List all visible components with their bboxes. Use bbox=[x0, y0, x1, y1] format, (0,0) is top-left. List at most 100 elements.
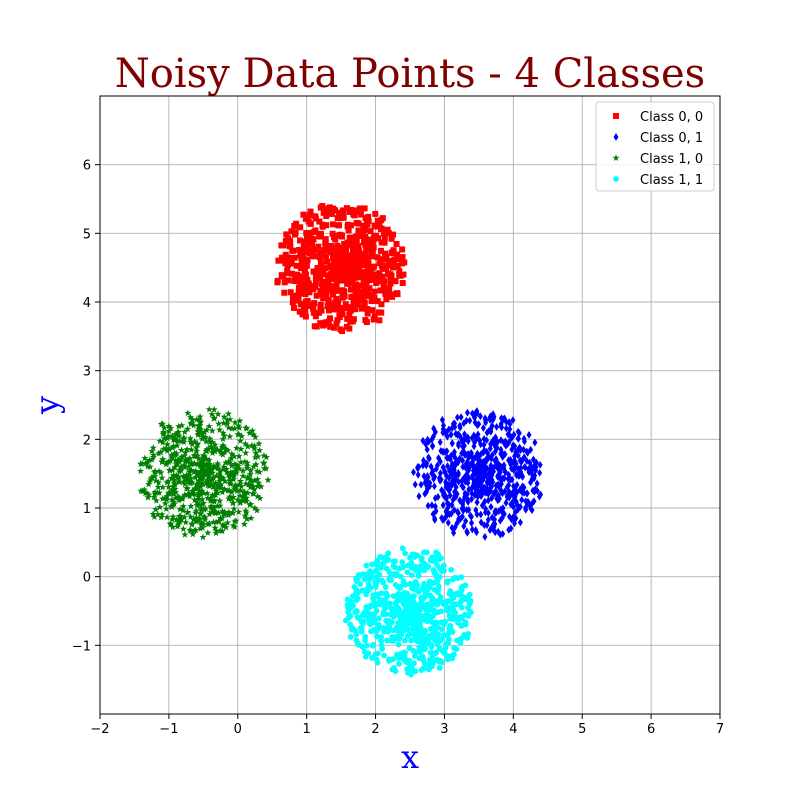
data-point bbox=[365, 292, 372, 299]
data-point bbox=[160, 445, 168, 452]
data-point bbox=[323, 213, 330, 220]
data-point bbox=[170, 476, 178, 483]
data-point bbox=[166, 466, 174, 474]
data-point bbox=[237, 482, 245, 490]
data-point bbox=[369, 248, 376, 255]
data-point bbox=[210, 503, 218, 511]
data-point bbox=[185, 468, 193, 475]
data-point bbox=[334, 301, 341, 308]
data-point bbox=[344, 221, 351, 228]
data-point bbox=[348, 626, 355, 633]
data-point bbox=[319, 223, 326, 230]
data-point bbox=[454, 637, 461, 644]
data-point bbox=[324, 272, 331, 279]
data-point bbox=[331, 207, 338, 214]
data-point bbox=[408, 671, 414, 678]
data-point bbox=[466, 474, 472, 482]
data-point bbox=[360, 305, 367, 312]
data-point bbox=[375, 309, 382, 316]
data-point bbox=[495, 527, 501, 536]
data-point bbox=[390, 562, 397, 569]
data-point bbox=[200, 505, 208, 513]
legend: Class 0, 0 Class 0, 1 Class 1, 0 Class 1, 1 bbox=[595, 101, 715, 192]
data-point bbox=[347, 621, 354, 628]
data-point bbox=[438, 446, 444, 455]
data-point bbox=[222, 465, 230, 473]
data-point bbox=[368, 268, 375, 275]
data-point bbox=[145, 491, 153, 498]
data-point bbox=[207, 502, 215, 510]
data-point bbox=[212, 487, 220, 494]
data-point bbox=[500, 453, 506, 461]
data-point bbox=[289, 293, 296, 300]
data-point bbox=[212, 509, 220, 516]
data-point bbox=[339, 291, 346, 298]
data-point bbox=[514, 481, 520, 489]
data-point bbox=[225, 424, 233, 431]
data-point bbox=[502, 467, 508, 476]
x-tick-label: 4 bbox=[509, 722, 517, 737]
data-point bbox=[323, 294, 330, 301]
data-point bbox=[228, 469, 236, 477]
data-point bbox=[190, 468, 198, 476]
data-point bbox=[519, 456, 525, 465]
data-point bbox=[307, 229, 314, 236]
data-point bbox=[381, 230, 388, 237]
data-point bbox=[301, 266, 308, 273]
data-point bbox=[153, 489, 161, 496]
data-point bbox=[526, 430, 532, 439]
data-point bbox=[310, 286, 317, 293]
data-point bbox=[488, 427, 494, 436]
data-point bbox=[429, 660, 436, 667]
data-point bbox=[317, 290, 324, 297]
data-point bbox=[532, 438, 538, 447]
data-point bbox=[327, 249, 334, 256]
data-point bbox=[163, 440, 171, 448]
data-point bbox=[371, 288, 378, 295]
data-point bbox=[365, 257, 372, 264]
data-point bbox=[251, 433, 259, 441]
data-point bbox=[457, 496, 463, 505]
data-point bbox=[250, 444, 258, 452]
data-point bbox=[416, 492, 422, 501]
data-point bbox=[365, 587, 372, 594]
data-point bbox=[205, 473, 213, 481]
data-point bbox=[142, 459, 150, 467]
data-point bbox=[200, 468, 208, 475]
data-point bbox=[178, 421, 186, 429]
data-point bbox=[231, 483, 239, 490]
x-tick-label: 0 bbox=[234, 722, 242, 737]
data-point bbox=[289, 270, 296, 277]
data-point bbox=[429, 594, 435, 601]
data-point bbox=[287, 289, 294, 296]
data-point bbox=[378, 637, 385, 644]
data-point bbox=[313, 292, 320, 299]
data-point bbox=[162, 494, 170, 501]
data-point bbox=[188, 520, 196, 527]
data-point bbox=[382, 290, 389, 297]
data-point bbox=[423, 461, 429, 470]
data-point bbox=[210, 462, 218, 469]
data-point bbox=[469, 434, 475, 442]
data-point bbox=[448, 607, 455, 613]
data-point bbox=[205, 467, 213, 475]
data-point bbox=[196, 419, 204, 426]
data-point bbox=[363, 609, 370, 615]
data-point bbox=[212, 529, 220, 537]
data-point bbox=[187, 475, 195, 482]
data-point bbox=[211, 447, 219, 455]
data-point bbox=[175, 432, 183, 439]
data-point bbox=[456, 601, 463, 608]
data-point bbox=[236, 481, 244, 488]
data-point bbox=[193, 501, 201, 509]
data-point bbox=[152, 496, 160, 504]
data-point bbox=[388, 233, 395, 240]
data-point bbox=[218, 488, 226, 496]
data-point bbox=[386, 600, 393, 607]
data-point bbox=[257, 482, 265, 490]
data-point bbox=[299, 278, 306, 285]
data-point bbox=[218, 514, 226, 522]
data-point bbox=[452, 469, 458, 478]
data-point bbox=[146, 463, 154, 470]
data-point bbox=[207, 494, 215, 502]
